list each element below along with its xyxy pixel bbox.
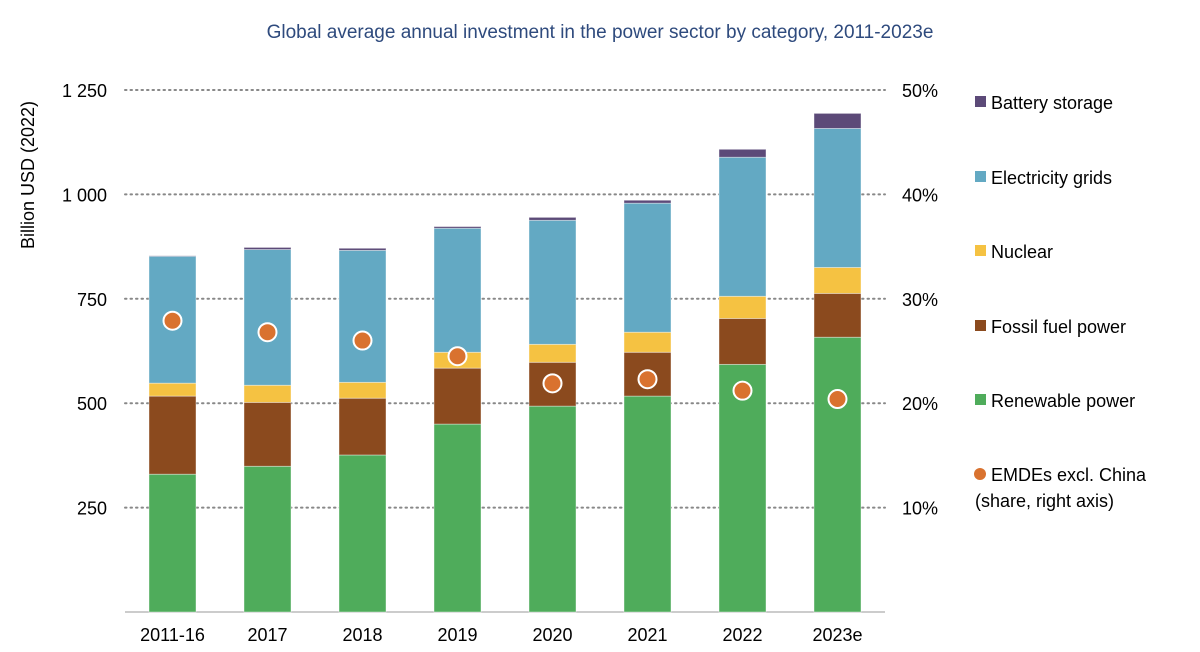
x-tick-label: 2023e <box>812 625 862 645</box>
y-tick-label: 250 <box>77 499 107 519</box>
bar-segment-electricity-grids <box>623 202 672 333</box>
bar-segment-battery-storage <box>623 199 672 204</box>
bar-segment-renewable-power <box>148 473 197 613</box>
bar-segment-fossil-fuel-power <box>433 367 482 425</box>
emdes-share-point <box>542 373 563 394</box>
x-tick-label: 2011-16 <box>140 625 205 645</box>
bar-segment-renewable-power <box>528 405 577 613</box>
legend-swatch <box>975 171 986 182</box>
bar-segment-fossil-fuel-power <box>813 292 862 338</box>
bar-segment-renewable-power <box>718 363 767 613</box>
bar-segment-renewable-power <box>243 465 292 613</box>
bar-segment-electricity-grids <box>718 156 767 297</box>
emdes-share-point <box>732 380 753 401</box>
legend-swatch <box>975 394 986 405</box>
y-tick-label: 500 <box>77 394 107 414</box>
legend-swatch-point <box>974 468 986 480</box>
bar-segment-battery-storage <box>528 216 577 221</box>
legend-label: Fossil fuel power <box>991 317 1126 337</box>
bar-segment-fossil-fuel-power <box>718 318 767 365</box>
x-tick-label: 2022 <box>722 625 762 645</box>
bar-segment-nuclear <box>623 331 672 353</box>
y-axis-label: Billion USD (2022) <box>18 101 38 249</box>
y-tick-label: 1 000 <box>62 185 107 205</box>
bar-segment-nuclear <box>528 343 577 363</box>
bar-segment-fossil-fuel-power <box>148 395 197 475</box>
bar-segment-nuclear <box>243 384 292 403</box>
y2-tick-label: 30% <box>902 290 938 310</box>
bar-segment-battery-storage <box>338 247 387 251</box>
bar-segment-fossil-fuel-power <box>243 401 292 467</box>
y2-tick-label: 40% <box>902 185 938 205</box>
emdes-share-point <box>352 330 373 351</box>
bar-segment-electricity-grids <box>433 227 482 353</box>
legend-label: (share, right axis) <box>975 491 1114 511</box>
bar-segment-battery-storage <box>718 148 767 158</box>
y2-tick-label: 20% <box>902 394 938 414</box>
bar-segment-renewable-power <box>338 454 387 613</box>
emdes-share-point <box>827 389 848 410</box>
x-tick-label: 2021 <box>627 625 667 645</box>
bar-segment-nuclear <box>718 295 767 319</box>
emdes-share-point <box>637 369 658 390</box>
emdes-share-point <box>447 346 468 367</box>
legend-label: EMDEs excl. China <box>991 465 1147 485</box>
bar-segment-electricity-grids <box>813 128 862 268</box>
bar-segment-renewable-power <box>623 395 672 613</box>
y2-tick-label: 50% <box>902 81 938 101</box>
bar-segment-electricity-grids <box>148 255 197 384</box>
x-tick-label: 2017 <box>247 625 287 645</box>
x-tick-label: 2020 <box>532 625 572 645</box>
bar-segment-nuclear <box>338 381 387 399</box>
y2-tick-label: 10% <box>902 499 938 519</box>
bar-segment-battery-storage <box>813 112 862 129</box>
legend-swatch <box>975 96 986 107</box>
bar-segment-fossil-fuel-power <box>338 397 387 456</box>
bar-segment-battery-storage <box>148 255 197 257</box>
bar-segment-battery-storage <box>433 226 482 229</box>
bar-segment-nuclear <box>813 267 862 294</box>
bar-segment-battery-storage <box>243 247 292 250</box>
x-tick-label: 2018 <box>342 625 382 645</box>
legend-label: Renewable power <box>991 391 1135 411</box>
emdes-share-point <box>257 322 278 343</box>
chart-title: Global average annual investment in the … <box>267 22 934 43</box>
emdes-share-point <box>162 310 183 331</box>
y-tick-label: 1 250 <box>62 81 107 101</box>
bar-segment-electricity-grids <box>243 249 292 386</box>
legend-swatch <box>975 245 986 256</box>
legend-label: Battery storage <box>991 93 1113 113</box>
bar-segment-renewable-power <box>433 423 482 613</box>
legend-label: Electricity grids <box>991 168 1112 188</box>
legend-swatch <box>975 320 986 331</box>
x-tick-label: 2019 <box>437 625 477 645</box>
bar-segment-nuclear <box>148 382 197 397</box>
bar-segment-electricity-grids <box>528 219 577 345</box>
bar-segment-electricity-grids <box>338 249 387 383</box>
legend-label: Nuclear <box>991 242 1053 262</box>
y-tick-label: 750 <box>77 290 107 310</box>
bar-segment-renewable-power <box>813 336 862 613</box>
